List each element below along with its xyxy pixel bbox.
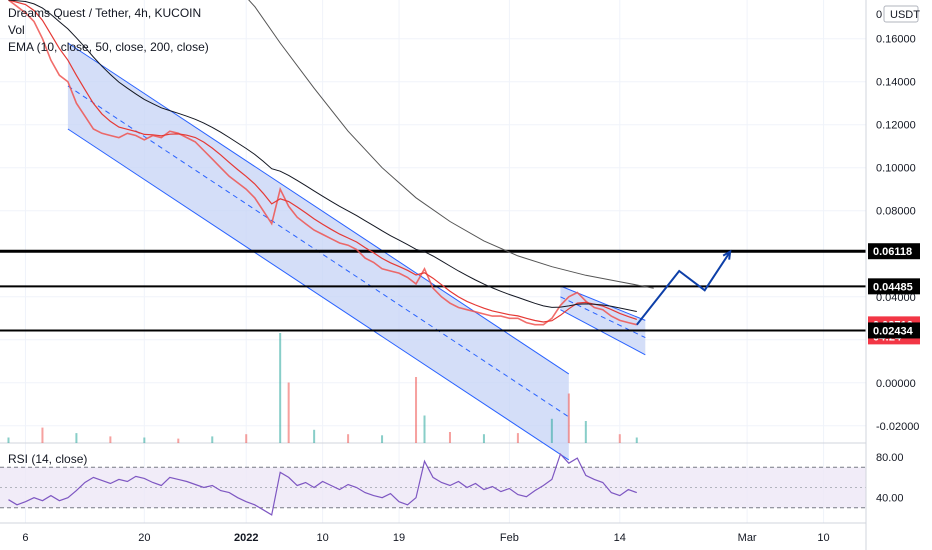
volume-bar [245,434,248,443]
price-tick-label: 0.12000 [876,120,916,132]
price-series [8,0,654,326]
volume-bar [143,437,146,443]
rsi-pane [0,452,866,516]
time-tick-label: 20 [138,532,150,544]
rsi-tick-label: 40.00 [876,493,904,505]
channel-lower-0 [67,128,570,461]
volume-bar [313,429,316,443]
volume-bar [211,436,214,443]
rsi-line [8,452,637,516]
time-tick-label: 10 [817,532,829,544]
channel-upper-1 [560,285,646,321]
price-tag-label: 0.04485 [873,281,913,293]
volume-bar [567,393,570,443]
volume-bar [448,432,451,443]
channel-mid-1 [560,296,646,339]
channel-upper-0 [67,42,570,375]
volume-bar [7,437,10,443]
price-tick-label: 0.08000 [876,206,916,218]
rsi-tick-label: 80.00 [876,452,904,464]
volume-bars [7,333,638,443]
price-axis[interactable]: 0.16000 0.14000 0.12000 0.10000 0.08000 0.040… [876,34,919,505]
price-line [8,0,637,326]
legend-rsi: RSI (14, close) [8,452,87,466]
volume-bar [75,433,78,443]
price-tick-label: 0.10000 [876,163,916,175]
volume-bar [347,434,350,443]
volume-bar [177,438,180,443]
volume-bar [482,434,485,443]
ema10-line [8,0,637,323]
price-tag-label: 0.02434 [873,325,914,337]
price-tick-label: -0.02000 [876,421,919,433]
volume-bar [423,415,426,443]
grid-lines [0,0,866,523]
time-tick-label: Mar [738,532,757,544]
time-tick-label: 14 [614,532,626,544]
volume-bar [279,333,282,443]
volume-bar [109,436,112,443]
volume-bar [516,433,519,443]
ema200-line [248,0,654,289]
time-tick-label: Feb [500,532,519,544]
time-tick-label: 2022 [234,532,258,544]
price-axis-top-label: 0 [876,9,882,21]
channel-lower-1 [560,309,646,356]
projection-arrowhead [722,249,732,260]
ema50-line [8,0,637,312]
volume-bar [635,437,638,443]
currency-badge-label: USDT [890,9,920,21]
volume-bar [41,427,44,443]
price-tag-label: 0.06118 [873,246,912,258]
projection-arrow [636,249,732,326]
volume-bar [381,435,384,443]
price-tag-bg [868,322,920,339]
time-tick-label: 6 [22,532,28,544]
price-tick-label: 0.16000 [876,34,916,46]
volume-bar [584,421,587,443]
volume-bar [550,418,553,443]
time-axis[interactable]: 6 20 2022 10 19 Feb 14 Mar 10 [22,532,829,544]
price-tag-bg [868,243,920,260]
time-tick-label: 19 [393,532,405,544]
volume-bar [415,377,418,443]
volume-bar [287,382,290,443]
price-tick-label: 0.00000 [876,378,916,390]
currency-badge[interactable] [883,5,919,23]
volume-bar [618,434,621,443]
legend-vol: Vol [8,23,25,37]
legend-ema: EMA (10, close, 50, close, 200, close) [8,40,209,54]
price-tag-bg [868,278,920,295]
legend-symbol: Dreams Quest / Tether, 4h, KUCOIN [8,6,201,20]
projection-path [636,251,732,326]
time-tick-label: 10 [317,532,329,544]
price-tick-label: 0.14000 [876,77,916,89]
price-tick-label: 0.04000 [876,292,916,304]
